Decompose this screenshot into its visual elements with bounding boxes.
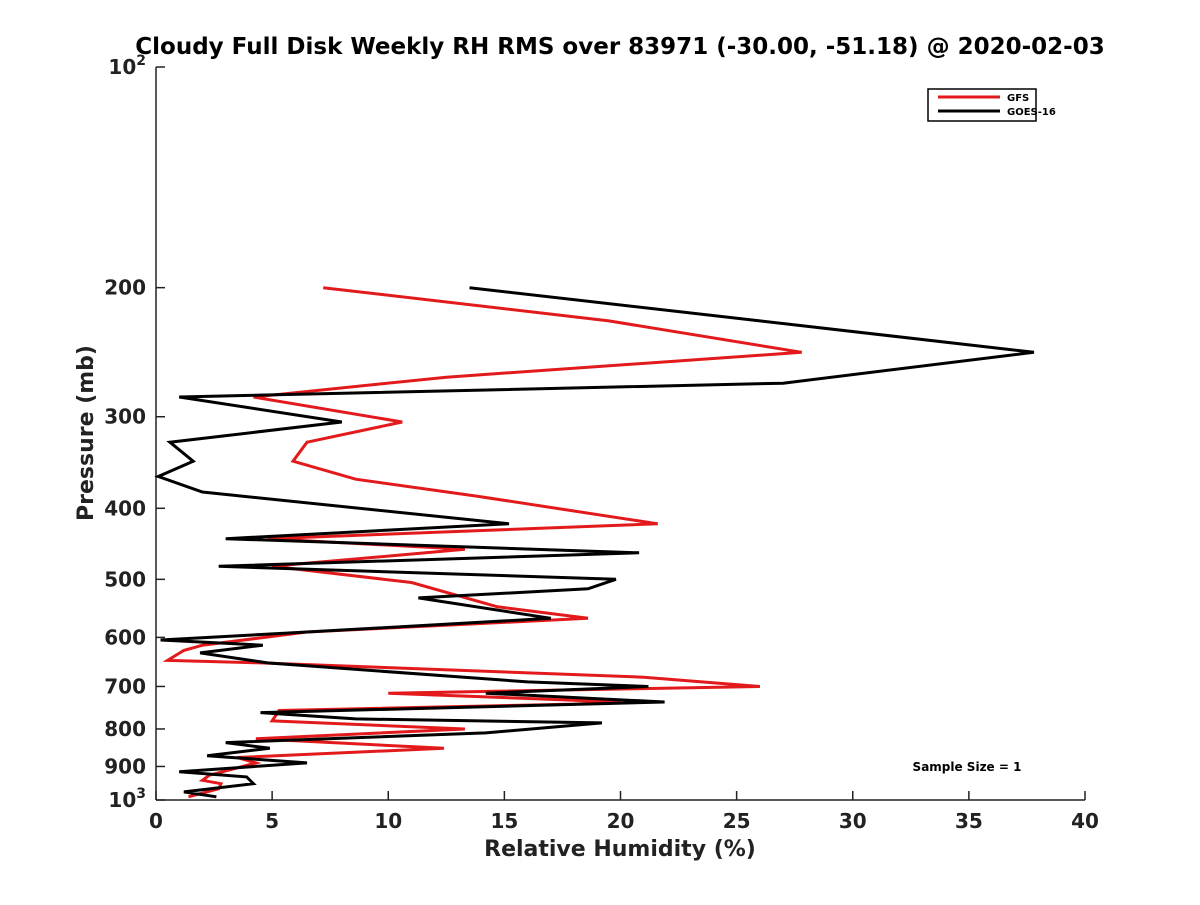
x-tick-label: 20	[607, 809, 635, 833]
x-tick-label: 0	[149, 809, 163, 833]
y-tick-label: 400	[104, 496, 146, 520]
y-tick-label: 103	[108, 786, 146, 812]
y-tick-label: 900	[104, 754, 146, 778]
x-tick-label: 10	[374, 809, 402, 833]
sample-size-annotation: Sample Size = 1	[913, 760, 1022, 774]
x-tick-label: 40	[1071, 809, 1099, 833]
y-tick-label: 600	[104, 625, 146, 649]
y-tick-label: 500	[104, 567, 146, 591]
x-tick-label: 35	[955, 809, 983, 833]
y-tick-label: 300	[104, 405, 146, 429]
y-tick-label: 800	[104, 717, 146, 741]
legend-box	[927, 88, 1037, 122]
series-line-goes-16	[154, 286, 1035, 799]
y-tick-label: 200	[104, 276, 146, 300]
legend-label: GOES-16	[1007, 107, 1056, 118]
legend-label: GFS	[1007, 93, 1029, 104]
chart-title: Cloudy Full Disk Weekly RH RMS over 8397…	[135, 34, 1104, 60]
y-axis-label: Pressure (mb)	[74, 345, 99, 521]
x-tick-label: 5	[265, 809, 279, 833]
x-axis-label: Relative Humidity (%)	[484, 837, 756, 862]
x-tick-label: 30	[839, 809, 867, 833]
series-line-gfs	[162, 286, 802, 799]
legend: GFS GOES-16	[927, 88, 1056, 122]
x-tick-label: 15	[490, 809, 518, 833]
y-tick-label: 700	[104, 674, 146, 698]
y-tick-label: 102	[108, 53, 146, 79]
x-tick-label: 25	[723, 809, 751, 833]
plot-area: 0 5 10 15 20 25 30 35 40 102 200 300 400 500 600 700 800…	[104, 53, 1099, 833]
